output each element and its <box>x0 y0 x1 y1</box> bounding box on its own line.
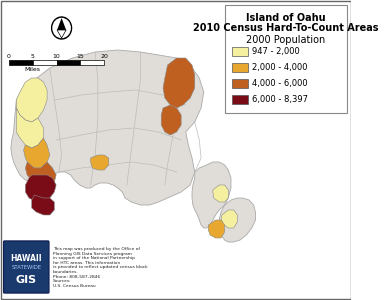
Polygon shape <box>24 138 50 168</box>
Polygon shape <box>16 78 47 122</box>
Text: 0: 0 <box>7 54 11 59</box>
Polygon shape <box>161 105 181 135</box>
Text: 2,000 - 4,000: 2,000 - 4,000 <box>252 63 307 72</box>
Bar <box>80 60 104 65</box>
Bar <box>232 47 248 56</box>
Polygon shape <box>57 18 66 30</box>
FancyBboxPatch shape <box>3 241 49 293</box>
Polygon shape <box>11 50 204 205</box>
Polygon shape <box>16 108 43 148</box>
Text: HAWAII: HAWAII <box>10 254 42 263</box>
Bar <box>232 63 248 72</box>
Bar <box>9 60 33 65</box>
Text: This map was produced by the Office of
Planning GIS Data Services program
in sup: This map was produced by the Office of P… <box>52 247 147 288</box>
Text: 5: 5 <box>31 54 35 59</box>
Text: GIS: GIS <box>16 275 37 285</box>
Polygon shape <box>163 58 195 108</box>
Text: STATEWIDE: STATEWIDE <box>11 265 41 270</box>
Polygon shape <box>25 162 56 185</box>
Polygon shape <box>90 155 109 170</box>
Polygon shape <box>219 198 255 242</box>
Circle shape <box>52 17 71 39</box>
Text: 10: 10 <box>53 54 61 59</box>
Circle shape <box>53 19 70 38</box>
Text: 4,000 - 6,000: 4,000 - 6,000 <box>252 79 307 88</box>
Text: 2000 Population: 2000 Population <box>246 35 326 45</box>
Bar <box>33 60 57 65</box>
Polygon shape <box>221 210 237 228</box>
Text: 6,000 - 8,397: 6,000 - 8,397 <box>252 95 308 104</box>
Polygon shape <box>208 220 225 238</box>
Bar <box>225 5 347 113</box>
Text: 20: 20 <box>100 54 108 59</box>
Polygon shape <box>192 162 231 228</box>
Polygon shape <box>32 195 54 215</box>
Polygon shape <box>213 185 228 202</box>
Text: Miles: Miles <box>25 67 41 72</box>
Polygon shape <box>25 175 56 202</box>
Text: 2010 Census Hard-To-Count Areas: 2010 Census Hard-To-Count Areas <box>193 23 379 33</box>
Bar <box>57 60 80 65</box>
Polygon shape <box>57 30 66 38</box>
Text: 15: 15 <box>76 54 84 59</box>
Text: 947 - 2,000: 947 - 2,000 <box>252 47 300 56</box>
Text: Island of Oahu: Island of Oahu <box>246 13 326 23</box>
Bar <box>232 79 248 88</box>
Bar <box>232 95 248 104</box>
